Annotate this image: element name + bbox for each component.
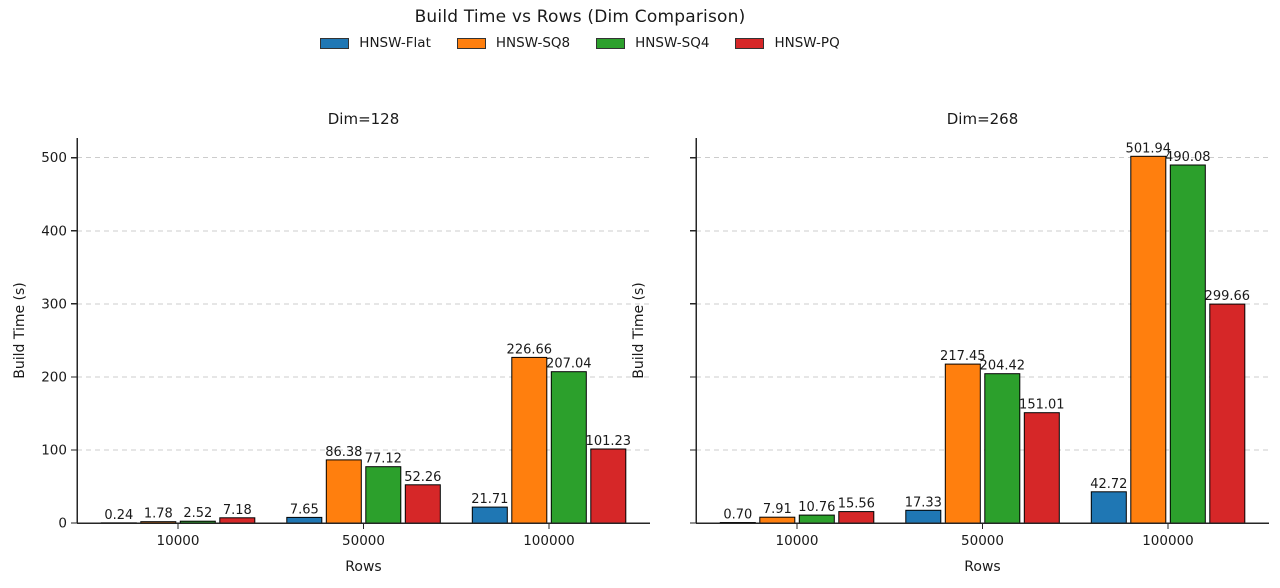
bar-value-label: 0.24 <box>104 508 133 523</box>
bar-hnsw-sq4-50000 <box>984 373 1021 524</box>
bar-hnsw-flat-100000 <box>1090 491 1127 524</box>
x-tick-label: 100000 <box>523 533 575 549</box>
bar-hnsw-sq4-100000 <box>1169 164 1206 524</box>
legend-swatch-hnsw-sq4 <box>596 37 626 49</box>
legend-label: HNSW-Flat <box>359 35 431 51</box>
bar-hnsw-sq8-100000 <box>1130 155 1167 524</box>
y-tick-label: 400 <box>41 223 67 239</box>
bar-value-label: 299.66 <box>1205 289 1251 304</box>
bar-value-label: 15.56 <box>838 497 875 512</box>
bar-value-label: 86.38 <box>325 445 362 460</box>
figure-header: Build Time vs Rows (Dim Comparison) HNSW… <box>0 0 1280 51</box>
bar-hnsw-sq4-50000 <box>365 466 402 524</box>
y-tick-label: 0 <box>58 516 67 532</box>
bar-hnsw-sq8-10000 <box>759 516 796 524</box>
legend-label: HNSW-PQ <box>774 35 840 51</box>
y-tick-label: 500 <box>41 150 67 166</box>
bar-hnsw-sq4-10000 <box>798 514 835 524</box>
bar-value-label: 501.94 <box>1126 141 1172 156</box>
figure-title: Build Time vs Rows (Dim Comparison) <box>414 7 746 27</box>
bar-value-label: 7.65 <box>290 502 319 517</box>
legend-label: HNSW-SQ4 <box>635 35 710 51</box>
subplot-title: Dim=128 <box>328 110 400 128</box>
bar-hnsw-sq4-100000 <box>550 371 587 524</box>
bar-value-label: 52.26 <box>404 470 441 485</box>
bar-value-label: 2.52 <box>183 506 212 521</box>
x-axis-label: Rows <box>345 559 381 575</box>
bar-value-label: 217.45 <box>940 349 986 364</box>
subplot-title: Dim=268 <box>947 110 1019 128</box>
x-tick-label: 10000 <box>776 533 819 549</box>
y-tick-label: 300 <box>41 296 67 312</box>
bar-hnsw-pq-50000 <box>404 484 441 524</box>
bar-hnsw-flat-100000 <box>471 506 508 524</box>
legend-swatch-hnsw-pq <box>735 37 765 49</box>
legend-item-hnsw-sq8: HNSW-SQ8 <box>456 35 571 51</box>
legend-swatch-hnsw-sq8 <box>456 37 486 49</box>
bar-value-label: 490.08 <box>1165 150 1211 165</box>
bar-hnsw-sq8-50000 <box>944 363 981 524</box>
bar-hnsw-sq8-100000 <box>511 356 548 524</box>
legend-item-hnsw-sq4: HNSW-SQ4 <box>596 35 709 51</box>
bar-value-label: 1.78 <box>144 507 173 522</box>
x-tick-label: 50000 <box>342 533 385 549</box>
bar-value-label: 0.70 <box>723 508 752 523</box>
bar-hnsw-pq-100000 <box>590 448 627 524</box>
bar-hnsw-pq-100000 <box>1209 303 1246 524</box>
bar-hnsw-sq8-50000 <box>325 459 362 524</box>
bar-value-label: 17.33 <box>905 495 942 510</box>
bar-hnsw-flat-50000 <box>905 509 942 524</box>
bar-value-label: 101.23 <box>586 434 632 449</box>
x-tick-label: 50000 <box>961 533 1004 549</box>
y-tick-label: 200 <box>41 369 67 385</box>
x-tick-label: 10000 <box>157 533 200 549</box>
bar-value-label: 151.01 <box>1019 398 1065 413</box>
bar-hnsw-pq-10000 <box>219 517 256 524</box>
bar-value-label: 207.04 <box>546 357 592 372</box>
bar-value-label: 21.71 <box>471 492 508 507</box>
legend-item-hnsw-flat: HNSW-Flat <box>320 35 431 51</box>
legend: HNSW-Flat HNSW-SQ8 HNSW-SQ4 HNSW-PQ <box>0 35 1160 51</box>
x-axis-label: Rows <box>964 559 1000 575</box>
bar-value-label: 77.12 <box>365 452 402 467</box>
bar-value-label: 10.76 <box>798 500 835 515</box>
y-axis-label: Build Time (s) <box>631 282 647 379</box>
bar-hnsw-pq-10000 <box>838 511 875 524</box>
bar-value-label: 7.18 <box>223 503 252 518</box>
bar-value-label: 7.91 <box>763 502 792 517</box>
bar-value-label: 226.66 <box>507 342 553 357</box>
bar-hnsw-flat-50000 <box>286 516 323 524</box>
bar-value-label: 204.42 <box>980 359 1026 374</box>
y-axis-label: Build Time (s) <box>12 282 28 379</box>
legend-swatch-hnsw-flat <box>320 37 350 49</box>
x-tick-label: 100000 <box>1142 533 1194 549</box>
legend-item-hnsw-pq: HNSW-PQ <box>735 35 840 51</box>
bar-hnsw-pq-50000 <box>1023 412 1060 524</box>
legend-label: HNSW-SQ8 <box>495 35 571 51</box>
bar-value-label: 42.72 <box>1090 477 1127 492</box>
y-tick-label: 100 <box>41 442 67 458</box>
